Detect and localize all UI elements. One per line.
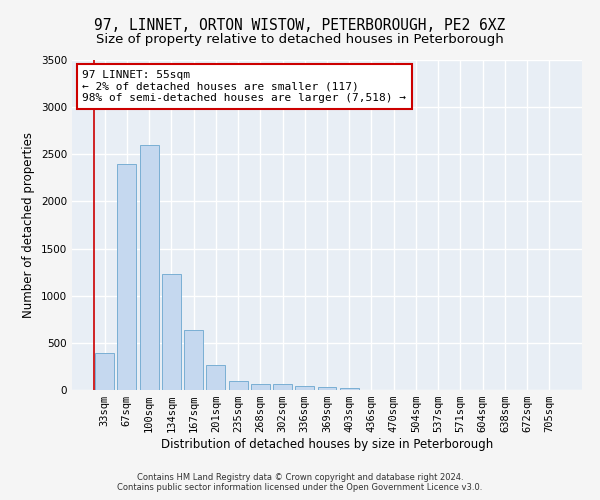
Text: Contains HM Land Registry data © Crown copyright and database right 2024.
Contai: Contains HM Land Registry data © Crown c… — [118, 473, 482, 492]
Bar — [118, 164, 136, 390]
Y-axis label: Number of detached properties: Number of detached properties — [22, 132, 35, 318]
Bar — [317, 387, 337, 390]
Bar — [229, 381, 248, 390]
Bar — [206, 366, 225, 390]
X-axis label: Distribution of detached houses by size in Peterborough: Distribution of detached houses by size … — [161, 438, 493, 451]
Text: 97, LINNET, ORTON WISTOW, PETERBOROUGH, PE2 6XZ: 97, LINNET, ORTON WISTOW, PETERBOROUGH, … — [94, 18, 506, 32]
Bar — [95, 353, 114, 390]
Bar — [184, 330, 203, 390]
Text: 97 LINNET: 55sqm
← 2% of detached houses are smaller (117)
98% of semi-detached : 97 LINNET: 55sqm ← 2% of detached houses… — [82, 70, 406, 103]
Bar — [273, 384, 292, 390]
Bar — [162, 274, 181, 390]
Text: Size of property relative to detached houses in Peterborough: Size of property relative to detached ho… — [96, 32, 504, 46]
Bar — [295, 386, 314, 390]
Bar — [340, 388, 359, 390]
Bar — [251, 384, 270, 390]
Bar — [140, 145, 158, 390]
